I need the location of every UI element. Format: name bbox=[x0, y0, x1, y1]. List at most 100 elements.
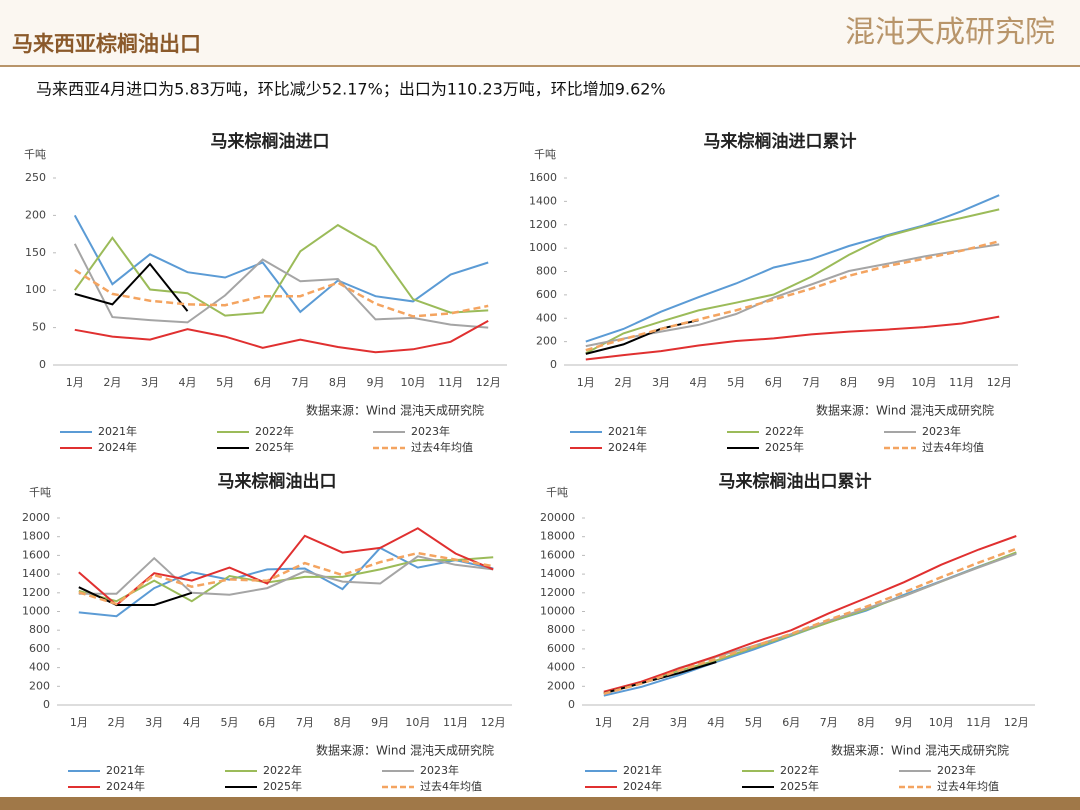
legend-label: 2022年 bbox=[263, 763, 302, 777]
x-tick-label: 9月 bbox=[877, 376, 895, 389]
y-tick-label: 400 bbox=[29, 661, 50, 674]
y-tick-label: 1200 bbox=[529, 218, 557, 231]
x-tick-label: 1月 bbox=[66, 376, 84, 389]
x-tick-label: 6月 bbox=[254, 376, 272, 389]
x-tick-label: 7月 bbox=[802, 376, 820, 389]
x-tick-label: 1月 bbox=[70, 716, 88, 729]
legend-label: 2023年 bbox=[411, 424, 450, 438]
series-line bbox=[74, 268, 489, 318]
legend-label: 2024年 bbox=[623, 779, 662, 793]
series-line bbox=[78, 586, 193, 606]
y-tick-label: 200 bbox=[29, 679, 50, 692]
series-line bbox=[78, 527, 494, 607]
y-tick-label: 100 bbox=[25, 283, 46, 296]
series-line bbox=[603, 535, 1017, 693]
y-tick-label: 20000 bbox=[540, 511, 575, 524]
x-tick-label: 8月 bbox=[334, 716, 352, 729]
x-tick-label: 12月 bbox=[987, 376, 1012, 389]
x-tick-label: 8月 bbox=[329, 376, 347, 389]
legend-label: 2025年 bbox=[255, 440, 294, 454]
x-tick-label: 4月 bbox=[183, 716, 201, 729]
x-tick-label: 8月 bbox=[840, 376, 858, 389]
y-tick-label: 1800 bbox=[22, 530, 50, 543]
y-axis-unit: 千吨 bbox=[29, 486, 51, 499]
legend-label: 2021年 bbox=[623, 763, 662, 777]
x-tick-label: 10月 bbox=[929, 716, 954, 729]
x-tick-label: 3月 bbox=[652, 376, 670, 389]
source-note: 数据来源：Wind 混沌天成研究院 bbox=[306, 403, 484, 418]
series-line bbox=[73, 223, 489, 317]
source-note: 数据来源：Wind 混沌天成研究院 bbox=[316, 743, 494, 758]
x-tick-label: 1月 bbox=[577, 376, 595, 389]
x-tick-label: 9月 bbox=[366, 376, 384, 389]
y-tick-label: 600 bbox=[29, 642, 50, 655]
legend-label: 2023年 bbox=[420, 763, 459, 777]
y-tick-label: 0 bbox=[39, 358, 46, 371]
legend-label: 2021年 bbox=[106, 763, 145, 777]
y-tick-label: 0 bbox=[43, 698, 50, 711]
x-tick-label: 1月 bbox=[595, 716, 613, 729]
x-tick-label: 3月 bbox=[141, 376, 159, 389]
legend-label: 2023年 bbox=[937, 763, 976, 777]
x-tick-label: 2月 bbox=[614, 376, 632, 389]
footer-band bbox=[0, 797, 1080, 810]
y-tick-label: 800 bbox=[536, 265, 557, 278]
y-tick-label: 150 bbox=[25, 246, 46, 259]
x-tick-label: 5月 bbox=[745, 716, 763, 729]
x-tick-label: 2月 bbox=[103, 376, 121, 389]
y-tick-label: 250 bbox=[25, 171, 46, 184]
series-line bbox=[585, 319, 699, 355]
y-tick-label: 400 bbox=[536, 311, 557, 324]
y-tick-label: 18000 bbox=[540, 530, 575, 543]
y-tick-label: 1600 bbox=[529, 171, 557, 184]
series-line bbox=[78, 551, 494, 606]
y-tick-label: 1200 bbox=[22, 586, 50, 599]
x-tick-label: 11月 bbox=[443, 716, 468, 729]
x-tick-label: 11月 bbox=[949, 376, 974, 389]
x-tick-label: 6月 bbox=[765, 376, 783, 389]
y-tick-label: 1000 bbox=[529, 241, 557, 254]
y-tick-label: 800 bbox=[29, 623, 50, 636]
x-tick-label: 9月 bbox=[895, 716, 913, 729]
legend-label: 2025年 bbox=[263, 779, 302, 793]
series-line bbox=[585, 243, 1000, 348]
legend-label: 2024年 bbox=[106, 779, 145, 793]
x-tick-label: 8月 bbox=[857, 716, 875, 729]
legend-label: 2021年 bbox=[98, 424, 137, 438]
x-tick-label: 4月 bbox=[179, 376, 197, 389]
legend-label: 2024年 bbox=[608, 440, 647, 454]
y-tick-label: 1400 bbox=[529, 194, 557, 207]
series-line bbox=[585, 315, 1000, 361]
chart-title: 马来棕榈油出口 bbox=[218, 471, 337, 492]
x-tick-label: 9月 bbox=[371, 716, 389, 729]
y-tick-label: 2000 bbox=[22, 511, 50, 524]
x-tick-label: 2月 bbox=[108, 716, 126, 729]
header-band bbox=[0, 0, 1080, 66]
legend-label: 过去4年均值 bbox=[420, 779, 482, 793]
x-tick-label: 4月 bbox=[690, 376, 708, 389]
series-line bbox=[585, 208, 1000, 355]
x-tick-label: 7月 bbox=[820, 716, 838, 729]
x-tick-label: 5月 bbox=[221, 716, 239, 729]
y-tick-label: 0 bbox=[550, 358, 557, 371]
series-line bbox=[74, 262, 189, 312]
x-tick-label: 6月 bbox=[782, 716, 800, 729]
x-tick-label: 10月 bbox=[405, 716, 430, 729]
x-tick-label: 3月 bbox=[670, 716, 688, 729]
series-line bbox=[73, 214, 489, 314]
x-tick-label: 3月 bbox=[145, 716, 163, 729]
summary: 马来西亚4月进口为5.83万吨，环比减少52.17%；出口为110.23万吨，环… bbox=[36, 80, 666, 99]
series-line bbox=[585, 194, 1000, 343]
y-tick-label: 200 bbox=[25, 208, 46, 221]
x-tick-label: 2月 bbox=[632, 716, 650, 729]
y-tick-label: 1000 bbox=[22, 605, 50, 618]
y-tick-label: 14000 bbox=[540, 567, 575, 580]
y-tick-label: 16000 bbox=[540, 548, 575, 561]
x-tick-label: 12月 bbox=[476, 376, 501, 389]
x-tick-label: 11月 bbox=[966, 716, 991, 729]
x-tick-label: 6月 bbox=[258, 716, 276, 729]
x-tick-label: 7月 bbox=[296, 716, 314, 729]
y-tick-label: 8000 bbox=[547, 623, 575, 636]
legend-label: 2022年 bbox=[765, 424, 804, 438]
